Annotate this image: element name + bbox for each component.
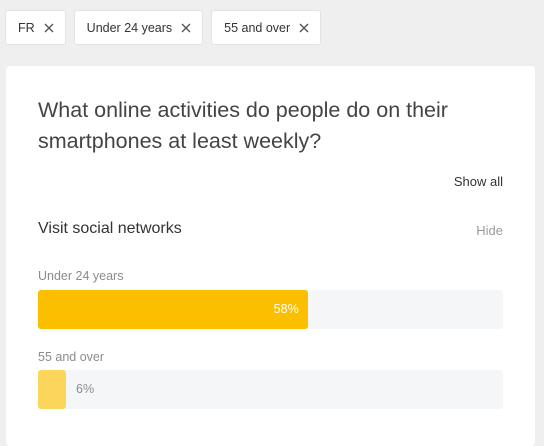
bar-track-55-over: 6%: [38, 370, 503, 409]
bar-track-under-24: 58%: [38, 290, 503, 329]
question-card: What online activities do people do on t…: [6, 66, 535, 446]
group-label-55-over: 55 and over: [38, 350, 105, 364]
bar-value-55-over: 6%: [76, 382, 95, 396]
group-label-under-24: Under 24 years: [38, 269, 124, 283]
filter-chip-55-over[interactable]: 55 and over: [211, 10, 322, 45]
bar-fill-55-over: [38, 370, 66, 409]
bar-value-under-24: 58%: [273, 302, 299, 316]
filter-chip-label: FR: [18, 20, 35, 35]
filter-chip-label: Under 24 years: [86, 20, 173, 35]
filter-chips: FR Under 24 years 55 and over: [5, 10, 322, 45]
filter-chip-under-24[interactable]: Under 24 years: [73, 10, 204, 45]
close-icon[interactable]: [44, 23, 54, 33]
bar-fill-under-24: [38, 290, 308, 329]
activity-title: Visit social networks: [38, 220, 182, 237]
show-all-link[interactable]: Show all: [453, 174, 503, 189]
close-icon[interactable]: [299, 23, 309, 33]
close-icon[interactable]: [181, 23, 191, 33]
hide-link[interactable]: Hide: [476, 223, 503, 238]
filter-chip-label: 55 and over: [224, 20, 291, 35]
filter-chip-country[interactable]: FR: [5, 10, 66, 45]
question-title: What online activities do people do on t…: [38, 98, 448, 153]
